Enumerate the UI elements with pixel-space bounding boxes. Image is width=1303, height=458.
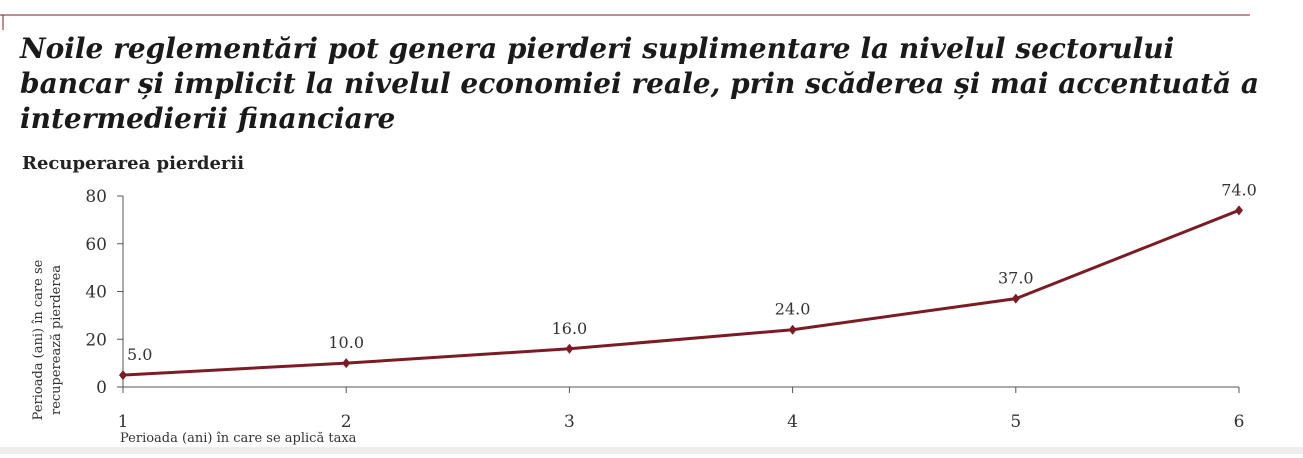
x-tick-label: 5 bbox=[1010, 412, 1021, 432]
chart-title: intermedierii financiare bbox=[20, 102, 395, 135]
x-tick-label: 6 bbox=[1234, 412, 1245, 432]
point bbox=[565, 343, 574, 354]
x-tick-label: 1 bbox=[118, 412, 129, 432]
x-axis-label: Perioada (ani) în care se aplică taxa bbox=[120, 431, 357, 446]
chart-title: Noile reglementări pot genera pierderi s… bbox=[19, 32, 1174, 65]
bottom-band bbox=[0, 447, 1303, 454]
y-tick-label: 20 bbox=[85, 330, 107, 350]
point bbox=[1235, 205, 1243, 216]
chart-title: bancar și implicit la nivelul economiei … bbox=[20, 67, 1259, 100]
y-axis-label: Perioada (ani) în care se bbox=[31, 259, 46, 420]
data-label: 16.0 bbox=[552, 319, 588, 338]
point bbox=[1011, 293, 1020, 304]
y-tick-label: 60 bbox=[85, 235, 107, 255]
data-label: 24.0 bbox=[775, 300, 811, 319]
series-line bbox=[122, 208, 1240, 377]
x-tick-label: 2 bbox=[341, 412, 352, 432]
data-label: 37.0 bbox=[998, 269, 1034, 288]
point bbox=[342, 358, 351, 369]
y-tick-label: 80 bbox=[85, 187, 107, 207]
point bbox=[119, 370, 127, 381]
y-tick-label: 0 bbox=[96, 378, 107, 398]
y-tick-label: 40 bbox=[85, 283, 107, 303]
x-tick-label: 4 bbox=[787, 412, 798, 432]
y-axis-label: recuperează pierderea bbox=[49, 265, 64, 415]
point bbox=[788, 324, 797, 335]
data-label: 10.0 bbox=[328, 333, 364, 352]
data-label: 5.0 bbox=[127, 345, 152, 364]
x-tick-label: 3 bbox=[564, 412, 575, 432]
data-label: 74.0 bbox=[1221, 180, 1257, 199]
chart-subtitle: Recuperarea pierderii bbox=[22, 153, 244, 174]
